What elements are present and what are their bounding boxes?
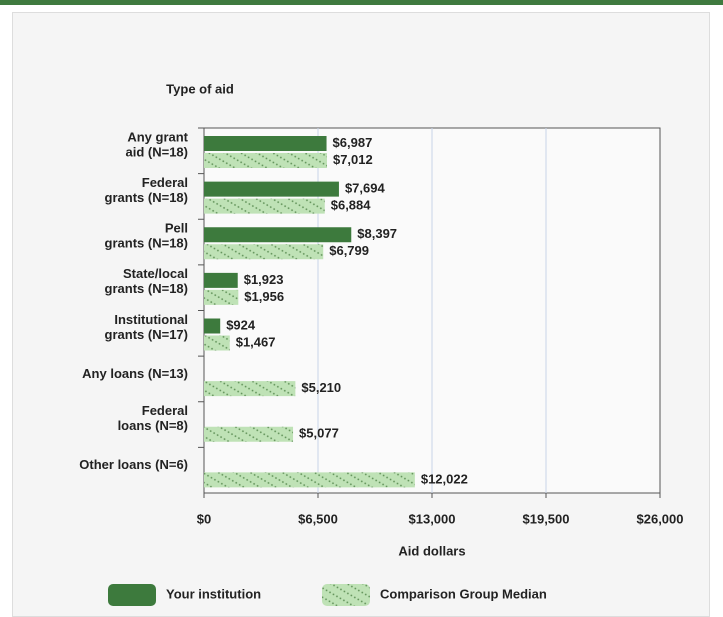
y-tick-label: Pell grants (N=18) bbox=[105, 221, 188, 251]
value-label: $7,694 bbox=[345, 181, 386, 196]
value-label: $6,799 bbox=[329, 243, 369, 258]
value-label: $6,884 bbox=[331, 198, 372, 213]
bar bbox=[204, 289, 239, 305]
value-label: $6,987 bbox=[333, 135, 373, 150]
value-label: $7,012 bbox=[333, 152, 373, 167]
bar bbox=[204, 244, 324, 260]
y-tick-label: Any grant aid (N=18) bbox=[126, 130, 189, 160]
bar bbox=[204, 426, 294, 442]
value-label: $12,022 bbox=[421, 471, 468, 486]
bar bbox=[204, 472, 415, 488]
y-tick-label: State/local grants (N=18) bbox=[105, 267, 188, 297]
legend-swatch bbox=[322, 584, 370, 606]
bar bbox=[204, 181, 339, 197]
bar bbox=[204, 381, 296, 397]
value-label: $1,923 bbox=[244, 272, 284, 287]
value-label: $5,077 bbox=[299, 426, 339, 441]
x-tick-label: $6,500 bbox=[298, 511, 338, 526]
bar bbox=[204, 136, 327, 151]
x-tick-label: $26,000 bbox=[637, 511, 684, 526]
x-tick-label: $19,500 bbox=[523, 511, 570, 526]
top-bar bbox=[0, 0, 723, 5]
y-axis-title: Type of aid bbox=[166, 81, 234, 96]
value-label: $1,956 bbox=[244, 289, 284, 304]
x-axis-title: Aid dollars bbox=[398, 543, 465, 558]
x-tick-label: $13,000 bbox=[409, 511, 456, 526]
x-tick-label: $0 bbox=[197, 511, 211, 526]
y-tick-label: Federal grants (N=18) bbox=[105, 175, 188, 205]
y-tick-label: Federal loans (N=8) bbox=[118, 404, 188, 434]
bar bbox=[204, 335, 230, 351]
bar bbox=[204, 318, 221, 334]
y-tick-label: Any loans (N=13) bbox=[82, 366, 188, 381]
bar bbox=[204, 227, 352, 243]
bar bbox=[204, 272, 238, 288]
y-tick-label: Institutional grants (N=17) bbox=[105, 312, 188, 342]
value-label: $924 bbox=[226, 317, 256, 332]
legend-label: Your institution bbox=[166, 586, 261, 601]
legend-swatch bbox=[108, 584, 156, 606]
value-label: $1,467 bbox=[236, 334, 276, 349]
bar bbox=[204, 198, 325, 214]
legend-label: Comparison Group Median bbox=[380, 586, 547, 601]
y-tick-label: Other loans (N=6) bbox=[79, 458, 188, 473]
value-label: $8,397 bbox=[357, 226, 397, 241]
value-label: $5,210 bbox=[301, 380, 341, 395]
bar bbox=[204, 153, 327, 168]
